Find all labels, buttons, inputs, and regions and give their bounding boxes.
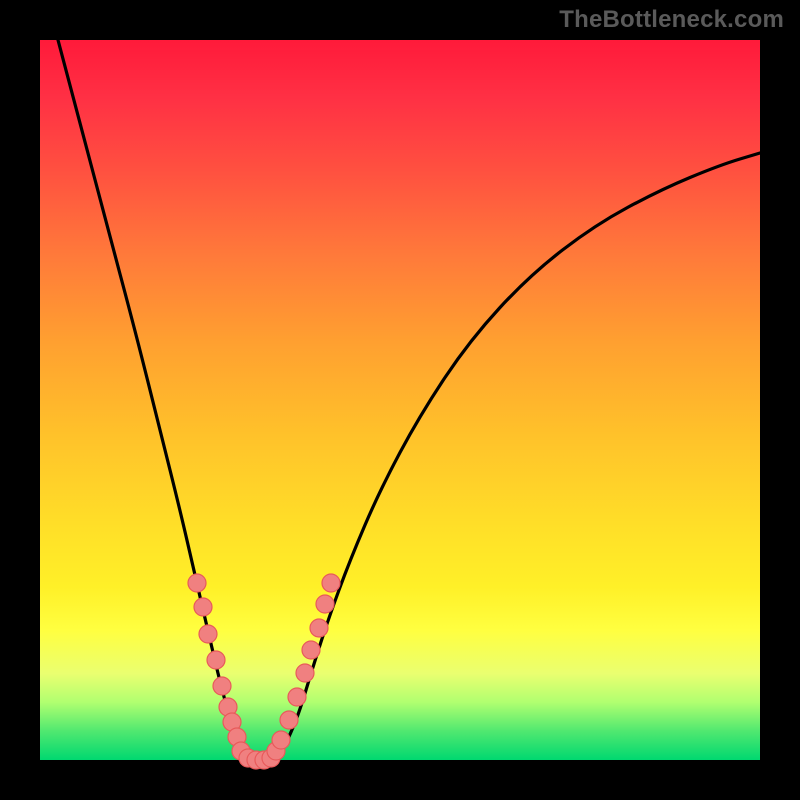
marker-group: [188, 574, 340, 769]
marker-point: [207, 651, 225, 669]
marker-point: [322, 574, 340, 592]
marker-point: [302, 641, 320, 659]
marker-point: [213, 677, 231, 695]
marker-point: [288, 688, 306, 706]
curve-right-branch: [272, 153, 760, 759]
marker-point: [194, 598, 212, 616]
marker-point: [280, 711, 298, 729]
marker-point: [296, 664, 314, 682]
marker-point: [188, 574, 206, 592]
marker-point: [272, 731, 290, 749]
marker-point: [199, 625, 217, 643]
marker-point: [316, 595, 334, 613]
marker-point: [310, 619, 328, 637]
plot-svg: [0, 0, 800, 800]
